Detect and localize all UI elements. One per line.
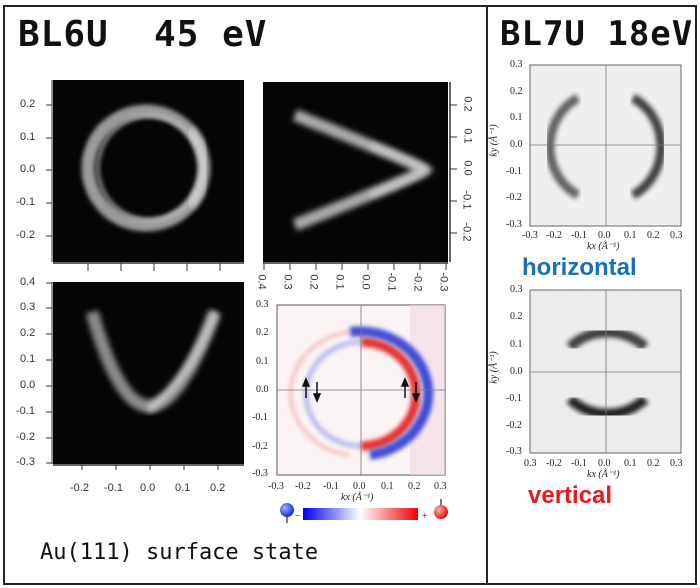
xtick: 0.1 [175, 482, 191, 494]
horizontal-label: horizontal [522, 254, 637, 281]
right-tick: 0.2 [461, 96, 474, 112]
ytick: 0.3 [510, 59, 523, 70]
ytick: 0.1 [510, 339, 523, 350]
y-axis-label: ky (Å⁻¹) [488, 351, 500, 384]
ytick: 0.0 [256, 384, 269, 395]
xtick: 0.0 [598, 230, 611, 241]
xtick: -0.1 [571, 230, 587, 241]
xtick: -0.2 [546, 458, 562, 469]
vertical-label: vertical [528, 482, 613, 509]
xtick: 0.3 [670, 458, 683, 469]
ytick: 0.0 [20, 379, 36, 391]
ytick: -0.3 [252, 468, 268, 479]
caption: Au(111) surface state [40, 540, 319, 565]
xtick: 0.0 [598, 458, 611, 469]
ytick: -0.2 [506, 420, 522, 431]
xtick: 0.3 [434, 481, 447, 492]
bottom-tick: 0.3 [281, 274, 294, 290]
right-panel-frame [486, 5, 697, 585]
xtick: -0.2 [70, 482, 89, 494]
ytick: -0.1 [506, 166, 522, 177]
ytick: -0.2 [506, 192, 522, 203]
xtick: 0.2 [647, 230, 660, 241]
ytick: -0.1 [16, 196, 35, 208]
right-tick: -0.2 [460, 222, 473, 242]
ytick: 0.2 [256, 327, 269, 338]
xtick: -0.1 [323, 481, 339, 492]
vertical-map-svg [529, 289, 682, 454]
ytick: 0.2 [20, 98, 36, 110]
xtick: 0.1 [624, 458, 637, 469]
ytick: 0.1 [20, 353, 36, 365]
xtick: 0.2 [210, 482, 226, 494]
bottom-tick: 0.1 [333, 274, 346, 290]
colorbar-max-label: + [422, 511, 428, 522]
spin-map-plot: − + 0.3 0.2 0.1 0.0 -0.1 -0.2 -0.3 -0.3 … [250, 290, 470, 534]
ytick: 0.2 [510, 311, 523, 322]
bottom-tick: -0.1 [385, 272, 398, 292]
ytick: 0.0 [510, 139, 523, 150]
horizontal-map-svg [529, 64, 682, 227]
xtick: -0.2 [295, 481, 311, 492]
dispersion-svg [46, 282, 244, 473]
ytick: 0.0 [510, 366, 523, 377]
bottom-tick: -0.3 [437, 272, 450, 292]
y-axis-label: ky (Å⁻¹) [488, 124, 500, 157]
rotated-dispersion-plot: 0.2 0.1 0.0 -0.1 -0.2 0.4 0.3 0.2 0.1 0.… [250, 70, 490, 294]
ytick: 0.2 [20, 327, 36, 339]
dispersion-plot: 0.4 0.3 0.2 0.1 0.0 -0.1 -0.2 -0.3 -0.2 … [0, 270, 250, 494]
xtick: 0.2 [647, 458, 660, 469]
xtick: 0.1 [381, 481, 394, 492]
ytick: -0.3 [506, 446, 522, 457]
horizontal-map-plot: 0.3 0.2 0.1 0.0 -0.1 -0.2 -0.3 ky (Å⁻¹) … [488, 55, 700, 259]
left-panel-title: BL6U 45 eV [18, 14, 268, 55]
ytick: 0.1 [256, 356, 269, 367]
xtick: -0.2 [546, 230, 562, 241]
ytick: 0.1 [510, 112, 523, 123]
xtick: -0.1 [104, 482, 123, 494]
xtick: 0.3 [670, 230, 683, 241]
xtick: 0.0 [140, 482, 156, 494]
xtick: 0.2 [408, 481, 421, 492]
right-tick: 0.1 [461, 128, 474, 144]
ytick: -0.2 [252, 441, 268, 452]
ytick: 0.3 [20, 301, 36, 313]
right-panel-title: BL7U 18eV [500, 14, 694, 54]
bottom-tick: 0.4 [255, 274, 268, 290]
ytick: 0.3 [510, 284, 523, 295]
ytick: -0.2 [16, 229, 35, 241]
ytick: 0.4 [20, 276, 36, 288]
bottom-tick: 0.2 [307, 274, 320, 290]
ytick: -0.1 [506, 393, 522, 404]
ytick: -0.1 [252, 412, 268, 423]
vertical-map-plot: 0.3 0.2 0.1 0.0 -0.1 -0.2 -0.3 ky (Å⁻¹) … [488, 282, 700, 486]
ytick: 0.2 [510, 86, 523, 97]
fermi-surface-plot: 0.2 0.1 0.0 -0.1 -0.2 [0, 70, 250, 279]
ytick: -0.1 [16, 405, 35, 417]
ytick: 0.1 [20, 131, 36, 143]
ytick: -0.2 [16, 431, 35, 443]
xtick: -0.3 [268, 481, 284, 492]
x-axis-label: kx (Å⁻¹) [341, 492, 374, 503]
bottom-tick: -0.2 [411, 272, 424, 292]
ytick: -0.3 [16, 456, 35, 468]
bottom-tick: 0.0 [359, 274, 372, 290]
ytick: 0.3 [256, 299, 269, 310]
right-tick: 0.0 [461, 160, 474, 176]
ytick: 0.0 [20, 163, 36, 175]
xtick: 0.1 [624, 230, 637, 241]
xtick: -0.1 [571, 458, 587, 469]
rotated-dispersion-svg [263, 82, 457, 270]
x-axis-label: kx (Å⁻¹) [587, 241, 620, 252]
fermi-surface-svg [46, 80, 244, 271]
right-tick: -0.1 [460, 190, 473, 210]
xtick: -0.3 [522, 230, 538, 241]
xtick: 0.3 [524, 458, 537, 469]
xtick: 0.0 [353, 481, 366, 492]
x-axis-label: kx (Å⁻¹) [587, 469, 620, 480]
ytick: -0.3 [506, 219, 522, 230]
spin-map-svg [276, 304, 448, 523]
colorbar-min-label: − [295, 511, 301, 522]
